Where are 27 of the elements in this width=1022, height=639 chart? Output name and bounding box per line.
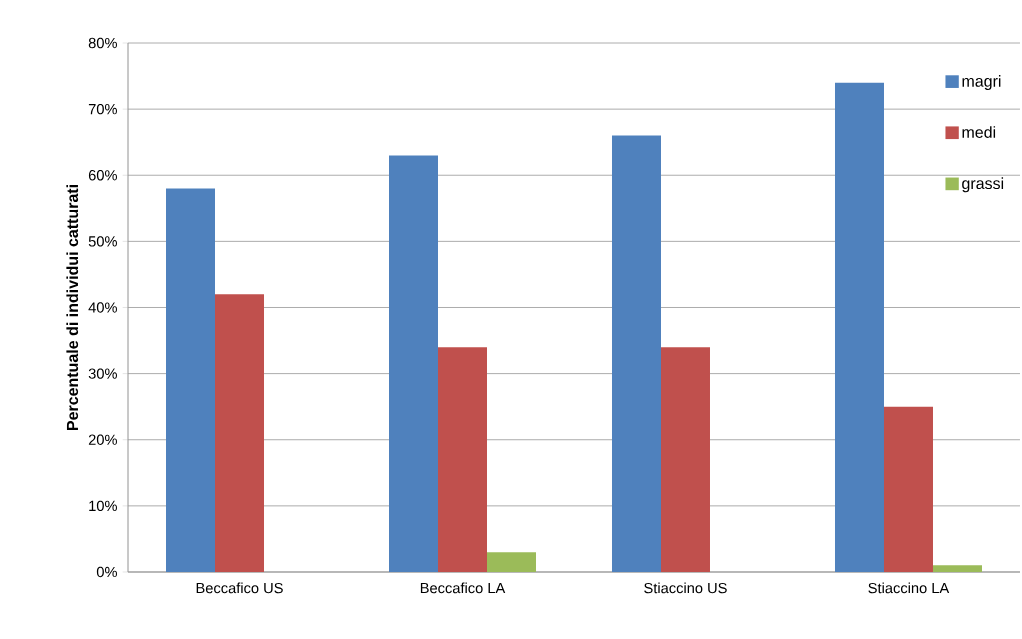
- y-tick-label: 80%: [88, 37, 117, 49]
- legend-label: magri: [962, 75, 1001, 90]
- legend-label: medi: [962, 126, 996, 138]
- x-tick-label: Stiaccino LA: [868, 582, 950, 594]
- x-tick-label: Beccafico US: [196, 582, 283, 594]
- y-tick-label: 70%: [88, 103, 117, 115]
- bar: [883, 406, 933, 572]
- bar: [611, 135, 661, 572]
- bar: [932, 565, 982, 572]
- bar: [215, 294, 265, 572]
- bar: [166, 188, 216, 572]
- y-tick-label: 20%: [88, 434, 117, 445]
- bar: [438, 347, 487, 572]
- x-tick-label: Beccafico LA: [420, 582, 506, 594]
- y-tick-label: 40%: [88, 302, 117, 313]
- y-tick-label: 10%: [89, 500, 117, 512]
- y-tick-label: 50%: [88, 236, 117, 247]
- y-axis-title: Percentuale di individui catturati: [66, 185, 79, 431]
- bar: [834, 82, 884, 572]
- y-tick-label: 30%: [88, 368, 117, 379]
- bar: [487, 552, 536, 572]
- bar: [660, 347, 710, 572]
- legend-label: grassi: [962, 177, 1004, 193]
- bar: [389, 155, 438, 572]
- y-tick-label: 0%: [96, 566, 117, 578]
- y-tick-label: 60%: [88, 170, 117, 181]
- x-tick-label: Stiaccino US: [644, 582, 727, 594]
